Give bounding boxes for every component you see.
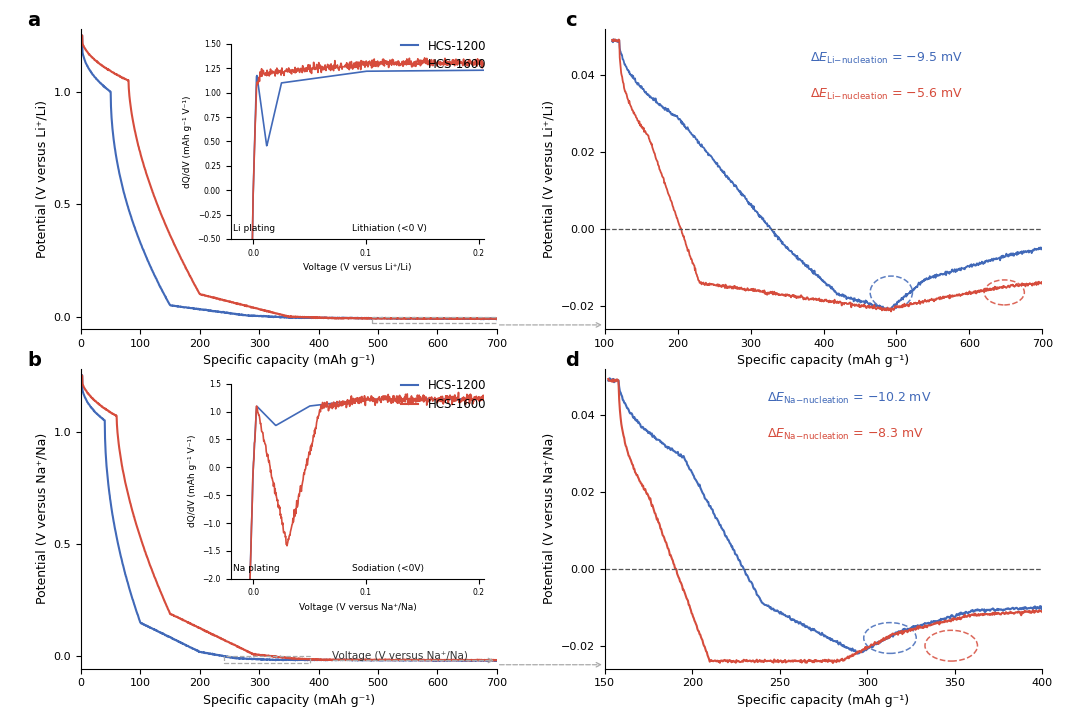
Text: c: c — [566, 11, 577, 30]
Bar — [224, 656, 310, 663]
Y-axis label: Potential (V versus Li⁺/Li): Potential (V versus Li⁺/Li) — [35, 100, 49, 258]
Text: $\Delta E_{\rm Na\mathregular{-}nucleation}$ = $-$8.3 mV: $\Delta E_{\rm Na\mathregular{-}nucleati… — [767, 427, 923, 442]
Text: d: d — [566, 351, 579, 369]
Text: Na: Na — [239, 530, 274, 554]
Text: Voltage (V versus Na⁺/Na): Voltage (V versus Na⁺/Na) — [332, 651, 468, 662]
Text: $\Delta E_{\rm Na\mathregular{-}nucleation}$ = $-$10.2 mV: $\Delta E_{\rm Na\mathregular{-}nucleati… — [767, 390, 931, 406]
X-axis label: Specific capacity (mAh g⁻¹): Specific capacity (mAh g⁻¹) — [203, 354, 375, 367]
X-axis label: Specific capacity (mAh g⁻¹): Specific capacity (mAh g⁻¹) — [203, 694, 375, 707]
Text: a: a — [27, 11, 40, 30]
Text: $\Delta E_{\rm Li\mathregular{-}nucleation}$ = $-$5.6 mV: $\Delta E_{\rm Li\mathregular{-}nucleati… — [810, 87, 963, 102]
Legend: HCS-1200, HCS-1600: HCS-1200, HCS-1600 — [395, 35, 491, 76]
Y-axis label: Potential (V versus Li⁺/Li): Potential (V versus Li⁺/Li) — [542, 100, 555, 258]
Text: b: b — [27, 351, 41, 369]
Text: $\Delta E_{\rm Li\mathregular{-}nucleation}$ = $-$9.5 mV: $\Delta E_{\rm Li\mathregular{-}nucleati… — [810, 51, 963, 66]
X-axis label: Specific capacity (mAh g⁻¹): Specific capacity (mAh g⁻¹) — [738, 354, 909, 367]
Y-axis label: Potential (V versus Na⁺/Na): Potential (V versus Na⁺/Na) — [542, 433, 555, 604]
Text: Li: Li — [239, 190, 262, 214]
X-axis label: Specific capacity (mAh g⁻¹): Specific capacity (mAh g⁻¹) — [738, 694, 909, 707]
Bar — [372, 317, 497, 323]
Legend: HCS-1200, HCS-1600: HCS-1200, HCS-1600 — [395, 375, 491, 416]
Y-axis label: Potential (V versus Na⁺/Na): Potential (V versus Na⁺/Na) — [35, 433, 49, 604]
